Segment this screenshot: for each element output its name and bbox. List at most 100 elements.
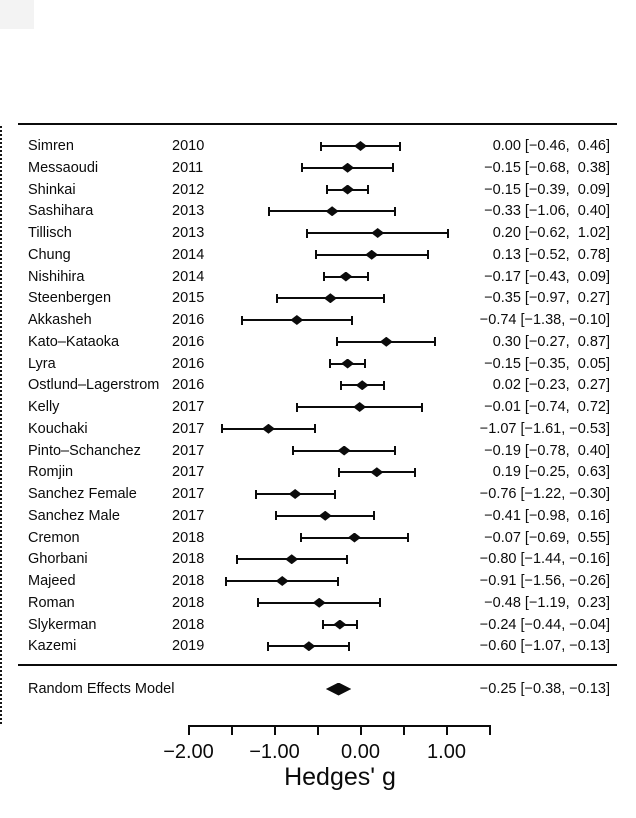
effect-diamond (323, 293, 337, 304)
study-name: Slykerman (28, 616, 97, 633)
study-year: 2017 (172, 399, 205, 415)
study-year: 2016 (172, 355, 205, 372)
ci-cap-left (300, 533, 303, 542)
effect-diamond (302, 641, 316, 652)
effect-diamond (341, 162, 355, 173)
axis-tick (402, 726, 405, 735)
ci-cap-right (447, 228, 450, 238)
ci-cap-left (276, 293, 279, 303)
effect-diamond (325, 206, 339, 217)
effect-diamond (379, 336, 393, 347)
axis-tick (187, 726, 190, 735)
ci-cap-left (301, 163, 304, 173)
axis-tick-label: −1.00 (249, 741, 300, 763)
separator-rule (18, 664, 617, 666)
study-estimate: −0.17 [−0.43, 0.09] (484, 268, 610, 285)
axis-tick (273, 726, 276, 735)
study-estimate: −0.24 [−0.44, −0.04] (479, 616, 610, 633)
ci-cap-right (337, 576, 340, 586)
study-name: Cremon (28, 529, 80, 546)
study-estimate: −0.74 [−1.38, −0.10] (479, 312, 610, 328)
ci-cap-left (225, 576, 228, 586)
study-year: 2018 (172, 594, 205, 611)
study-name: Ostlund–Lagerstrom (28, 377, 160, 394)
axis-tick-label: 0.00 (341, 741, 380, 763)
summary-diamond (325, 682, 352, 696)
ci-cap-left (322, 272, 325, 281)
study-estimate: −0.15 [−0.35, 0.05] (484, 355, 610, 372)
ci-cap-right (382, 293, 385, 303)
ci-cap-left (314, 250, 317, 260)
study-year: 2010 (172, 138, 205, 154)
ci-cap-right (406, 533, 409, 542)
ci-cap-right (373, 511, 376, 521)
zero-reference-line (0, 126, 2, 724)
study-estimate: −0.07 [−0.69, 0.55] (484, 529, 610, 546)
study-estimate: −0.48 [−1.19, 0.23] (484, 594, 610, 611)
study-year: 2011 (172, 159, 204, 176)
study-year: 2017 (172, 442, 205, 459)
ci-cap-right (421, 402, 424, 412)
effect-diamond (370, 467, 384, 478)
study-year: 2014 (172, 246, 205, 263)
study-estimate: −0.19 [−0.78, 0.40] (484, 442, 610, 459)
study-estimate: −0.76 [−1.22, −0.30] (479, 486, 610, 502)
study-estimate: −0.35 [−0.97, 0.27] (484, 290, 610, 307)
ci-cap-left (275, 511, 278, 521)
ci-cap-left (257, 598, 260, 608)
effect-diamond (371, 228, 385, 238)
scan-artifact (0, 0, 34, 29)
ci-cap-right (350, 315, 353, 325)
ci-cap-right (363, 359, 366, 368)
study-year: 2016 (172, 377, 205, 394)
study-name: Lyra (28, 355, 56, 372)
ci-cap-right (348, 641, 351, 651)
study-estimate: −0.33 [−1.06, 0.40] (484, 203, 610, 220)
ci-cap-right (356, 620, 359, 629)
study-year: 2019 (172, 638, 205, 655)
ci-cap-left (329, 359, 332, 368)
study-name: Chung (28, 246, 71, 263)
study-year: 2018 (172, 529, 205, 546)
study-estimate: −0.41 [−0.98, 0.16] (484, 507, 610, 524)
study-estimate: −0.15 [−0.68, 0.38] (484, 159, 610, 176)
study-name: Romjin (28, 464, 74, 481)
axis-tick (230, 726, 233, 735)
ci-cap-right (393, 206, 396, 216)
study-year: 2017 (172, 486, 205, 502)
ci-cap-left (336, 337, 339, 347)
ci-cap-left (221, 424, 224, 434)
study-name: Sashihara (28, 203, 94, 220)
study-name: Shinkai (28, 181, 76, 198)
effect-diamond (365, 249, 379, 260)
study-year: 2018 (172, 616, 205, 633)
study-estimate: 0.20 [−0.62, 1.02] (492, 225, 610, 241)
ci-cap-left (295, 402, 298, 412)
study-year: 2012 (172, 181, 205, 198)
study-estimate: −0.15 [−0.39, 0.09] (484, 181, 610, 198)
study-year: 2018 (172, 573, 205, 589)
study-year: 2016 (172, 333, 205, 350)
ci-cap-left (240, 315, 243, 325)
summary-label: Random Effects Model (28, 681, 175, 697)
study-name: Pinto–Schanchez (28, 442, 141, 459)
study-name: Kelly (28, 399, 60, 415)
study-estimate: −0.01 [−0.74, 0.72] (484, 399, 610, 415)
study-year: 2013 (172, 225, 205, 241)
effect-diamond (354, 141, 367, 151)
axis-tick-label: −2.00 (163, 741, 214, 763)
study-year: 2014 (172, 268, 205, 285)
study-name: Akkasheh (28, 312, 92, 328)
study-name: Sanchez Female (28, 486, 137, 502)
effect-diamond (341, 184, 355, 195)
ci-cap-left (268, 206, 271, 216)
effect-diamond (337, 445, 351, 456)
effect-diamond (355, 380, 369, 391)
study-year: 2017 (172, 464, 205, 481)
axis-tick (445, 726, 448, 735)
ci-cap-left (254, 489, 257, 499)
ci-cap-right (367, 185, 370, 194)
study-estimate: −0.60 [−1.07, −0.13] (479, 638, 610, 655)
summary-estimate: −0.25 [−0.38, −0.13] (479, 681, 610, 697)
